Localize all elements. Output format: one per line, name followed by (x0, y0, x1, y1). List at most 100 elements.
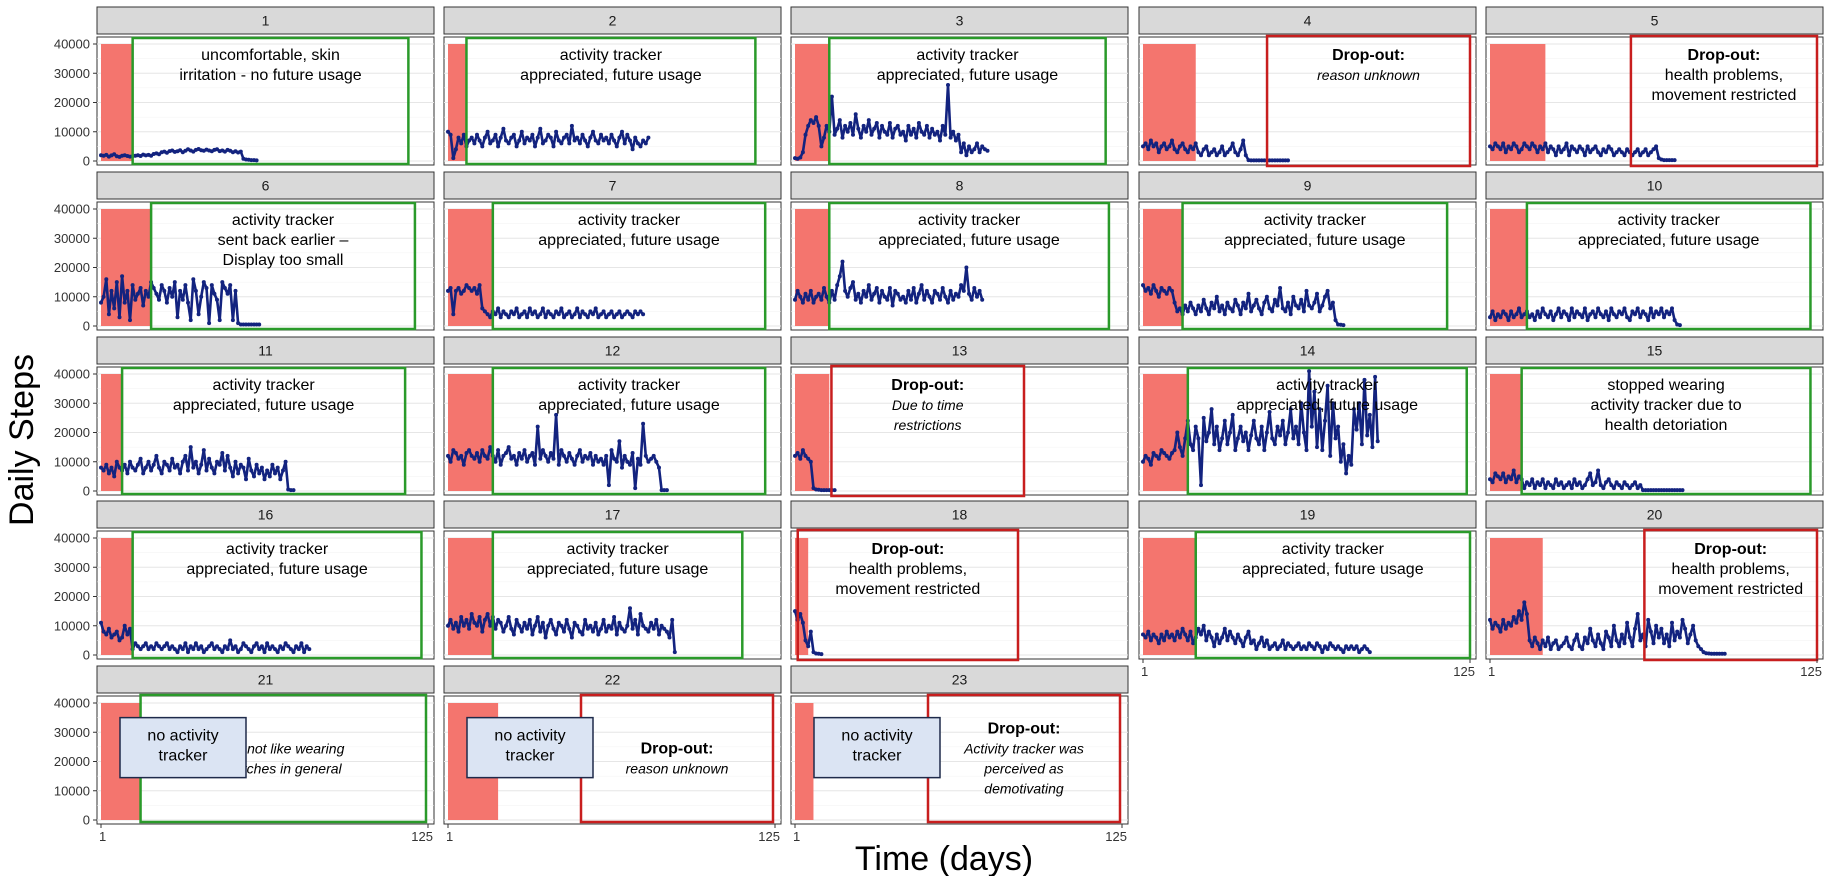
daily-steps-point (509, 626, 514, 631)
daily-steps-point (493, 312, 498, 317)
daily-steps-point (501, 309, 506, 314)
daily-steps-point (914, 135, 919, 140)
daily-steps-point (1569, 306, 1574, 311)
facet-panel-1: 1 uncomfortable, skin irritation - no futu… (54, 6, 435, 169)
x-tick-label: 125 (1800, 664, 1822, 679)
y-tick-label: 0 (83, 319, 90, 334)
daily-steps-point (167, 468, 172, 473)
daily-steps-point (1235, 436, 1240, 441)
daily-steps-point (1344, 471, 1349, 476)
daily-steps-point (599, 456, 603, 461)
facet-strip-label: 12 (605, 343, 621, 359)
facet-strip (1138, 500, 1477, 529)
daily-steps-point (1209, 300, 1214, 305)
daily-steps-point (506, 141, 511, 146)
daily-steps-point (99, 300, 103, 305)
y-tick-label: 40000 (54, 696, 90, 711)
daily-steps-point (278, 477, 283, 482)
daily-steps-point (1638, 153, 1643, 158)
daily-steps-point (1506, 318, 1511, 323)
daily-steps-point (635, 456, 640, 461)
daily-steps-point (1341, 442, 1346, 447)
facet-strip (790, 6, 1129, 35)
daily-steps-point (172, 647, 177, 652)
daily-steps-point (270, 644, 275, 649)
daily-steps-point (853, 297, 858, 302)
daily-steps-point (1170, 138, 1174, 143)
daily-steps-point (1596, 468, 1601, 473)
daily-steps-point (307, 647, 312, 652)
daily-steps-point (1509, 623, 1514, 628)
facet-panel-21: 21 Did not like wearing watches in general… (54, 665, 435, 844)
daily-steps-point (1617, 644, 1622, 649)
daily-steps-point (625, 623, 630, 628)
daily-steps-point (493, 132, 498, 137)
daily-steps-point (1148, 638, 1153, 643)
daily-steps-point (1183, 632, 1188, 637)
daily-steps-point (1251, 638, 1256, 643)
daily-steps-point (575, 623, 580, 628)
daily-steps-point (485, 612, 490, 616)
dropout-annotation-box (1629, 34, 1819, 168)
daily-steps-point (1156, 641, 1161, 646)
daily-steps-point (1225, 442, 1230, 447)
daily-steps-point (1283, 647, 1288, 652)
daily-steps-point (1154, 141, 1159, 146)
daily-steps-point (843, 288, 848, 293)
daily-steps-point (1630, 483, 1635, 488)
daily-steps-point (649, 456, 654, 461)
daily-steps-point (1559, 480, 1564, 485)
daily-steps-point (1146, 629, 1151, 634)
daily-steps-point (1264, 430, 1269, 435)
daily-steps-point (625, 309, 630, 314)
daily-steps-point (1614, 150, 1619, 155)
daily-steps-point (593, 453, 598, 458)
facet-panel-3: 3 activity tracker appreciated, future usa… (790, 6, 1129, 166)
daily-steps-point (257, 322, 262, 327)
daily-steps-point (1323, 644, 1327, 649)
daily-steps-point (930, 126, 935, 131)
daily-steps-point (887, 121, 892, 125)
daily-steps-point (556, 462, 561, 467)
daily-steps-point (511, 132, 516, 137)
daily-steps-point (1553, 312, 1558, 317)
daily-steps-point (1143, 635, 1148, 640)
daily-steps-point (222, 644, 227, 649)
daily-steps-point (635, 632, 640, 637)
daily-steps-point (567, 309, 572, 314)
daily-steps-point (170, 294, 175, 299)
daily-steps-point (1611, 153, 1616, 158)
daily-steps-point (1606, 318, 1611, 323)
daily-steps-point (1304, 288, 1309, 293)
daily-steps-point (1185, 309, 1190, 314)
daily-steps-point (522, 141, 527, 146)
daily-steps-point (1601, 486, 1606, 491)
daily-steps-point (1312, 647, 1317, 652)
daily-steps-point (609, 132, 614, 137)
daily-steps-point (1154, 635, 1159, 640)
usage-annotation-box (131, 36, 410, 166)
daily-steps-point (569, 123, 574, 128)
daily-steps-point (1546, 480, 1550, 485)
daily-steps-point (451, 312, 456, 317)
daily-steps-point (1257, 306, 1261, 311)
daily-steps-point (114, 280, 119, 285)
daily-steps-point (609, 448, 614, 453)
annotation-text: activity tracker (1282, 541, 1385, 558)
daily-steps-point (201, 650, 206, 655)
daily-steps-point (1511, 615, 1516, 619)
daily-steps-point (519, 456, 524, 461)
y-tick-label: 10000 (54, 783, 90, 798)
daily-steps-point (448, 617, 453, 622)
facet-strip-label: 14 (1300, 343, 1316, 359)
daily-steps-point (1146, 147, 1151, 152)
daily-steps-point (467, 626, 472, 631)
daily-steps-point (143, 288, 148, 293)
daily-steps-point (222, 468, 227, 473)
daily-steps-point (916, 121, 921, 125)
daily-steps-point (546, 132, 551, 137)
daily-steps-point (1535, 641, 1540, 646)
daily-steps-point (575, 306, 580, 311)
daily-steps-point (1365, 647, 1370, 652)
daily-steps-point (207, 644, 212, 649)
